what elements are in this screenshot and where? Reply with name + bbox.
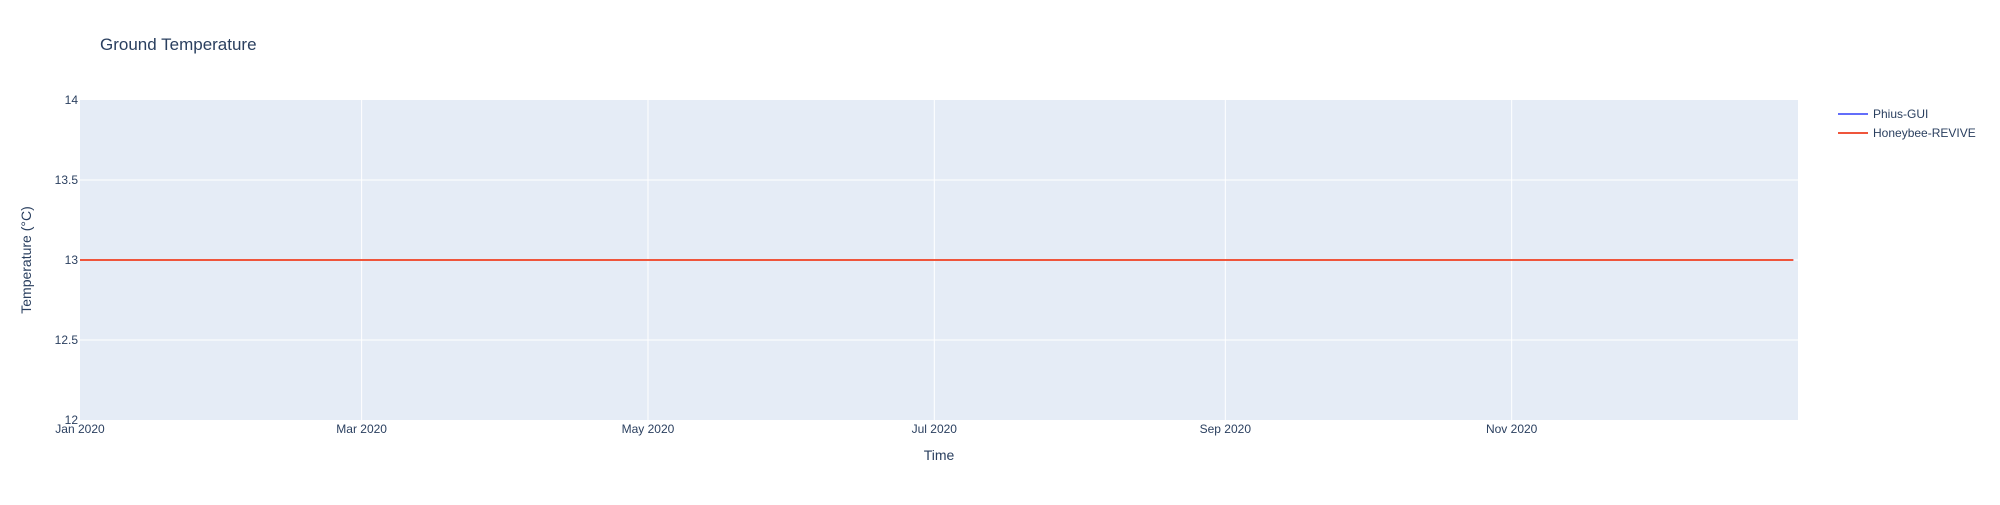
x-tick-label: Jan 2020 <box>55 422 105 436</box>
y-tick-label: 13 <box>65 253 79 267</box>
y-tick-label: 14 <box>65 93 79 107</box>
legend-label: Honeybee-REVIVE <box>1873 126 1976 140</box>
x-tick-label: May 2020 <box>622 422 675 436</box>
x-axis-ticks: Jan 2020 Mar 2020 May 2020 Jul 2020 Sep 2020… <box>55 422 1537 436</box>
x-tick-label: Jul 2020 <box>912 422 958 436</box>
y-axis-ticks: 12 12.5 13 13.5 14 <box>55 93 79 427</box>
x-tick-label: Nov 2020 <box>1486 422 1538 436</box>
chart-title: Ground Temperature <box>100 35 257 54</box>
x-tick-label: Sep 2020 <box>1200 422 1252 436</box>
y-axis-title: Temperature (°C) <box>18 206 34 314</box>
y-tick-label: 12.5 <box>55 333 79 347</box>
x-axis-title: Time <box>924 447 955 463</box>
legend: Phius-GUI Honeybee-REVIVE <box>1838 107 1976 140</box>
x-tick-label: Mar 2020 <box>336 422 387 436</box>
y-tick-label: 12 <box>65 413 79 427</box>
legend-label: Phius-GUI <box>1873 107 1928 121</box>
y-tick-label: 13.5 <box>55 173 79 187</box>
